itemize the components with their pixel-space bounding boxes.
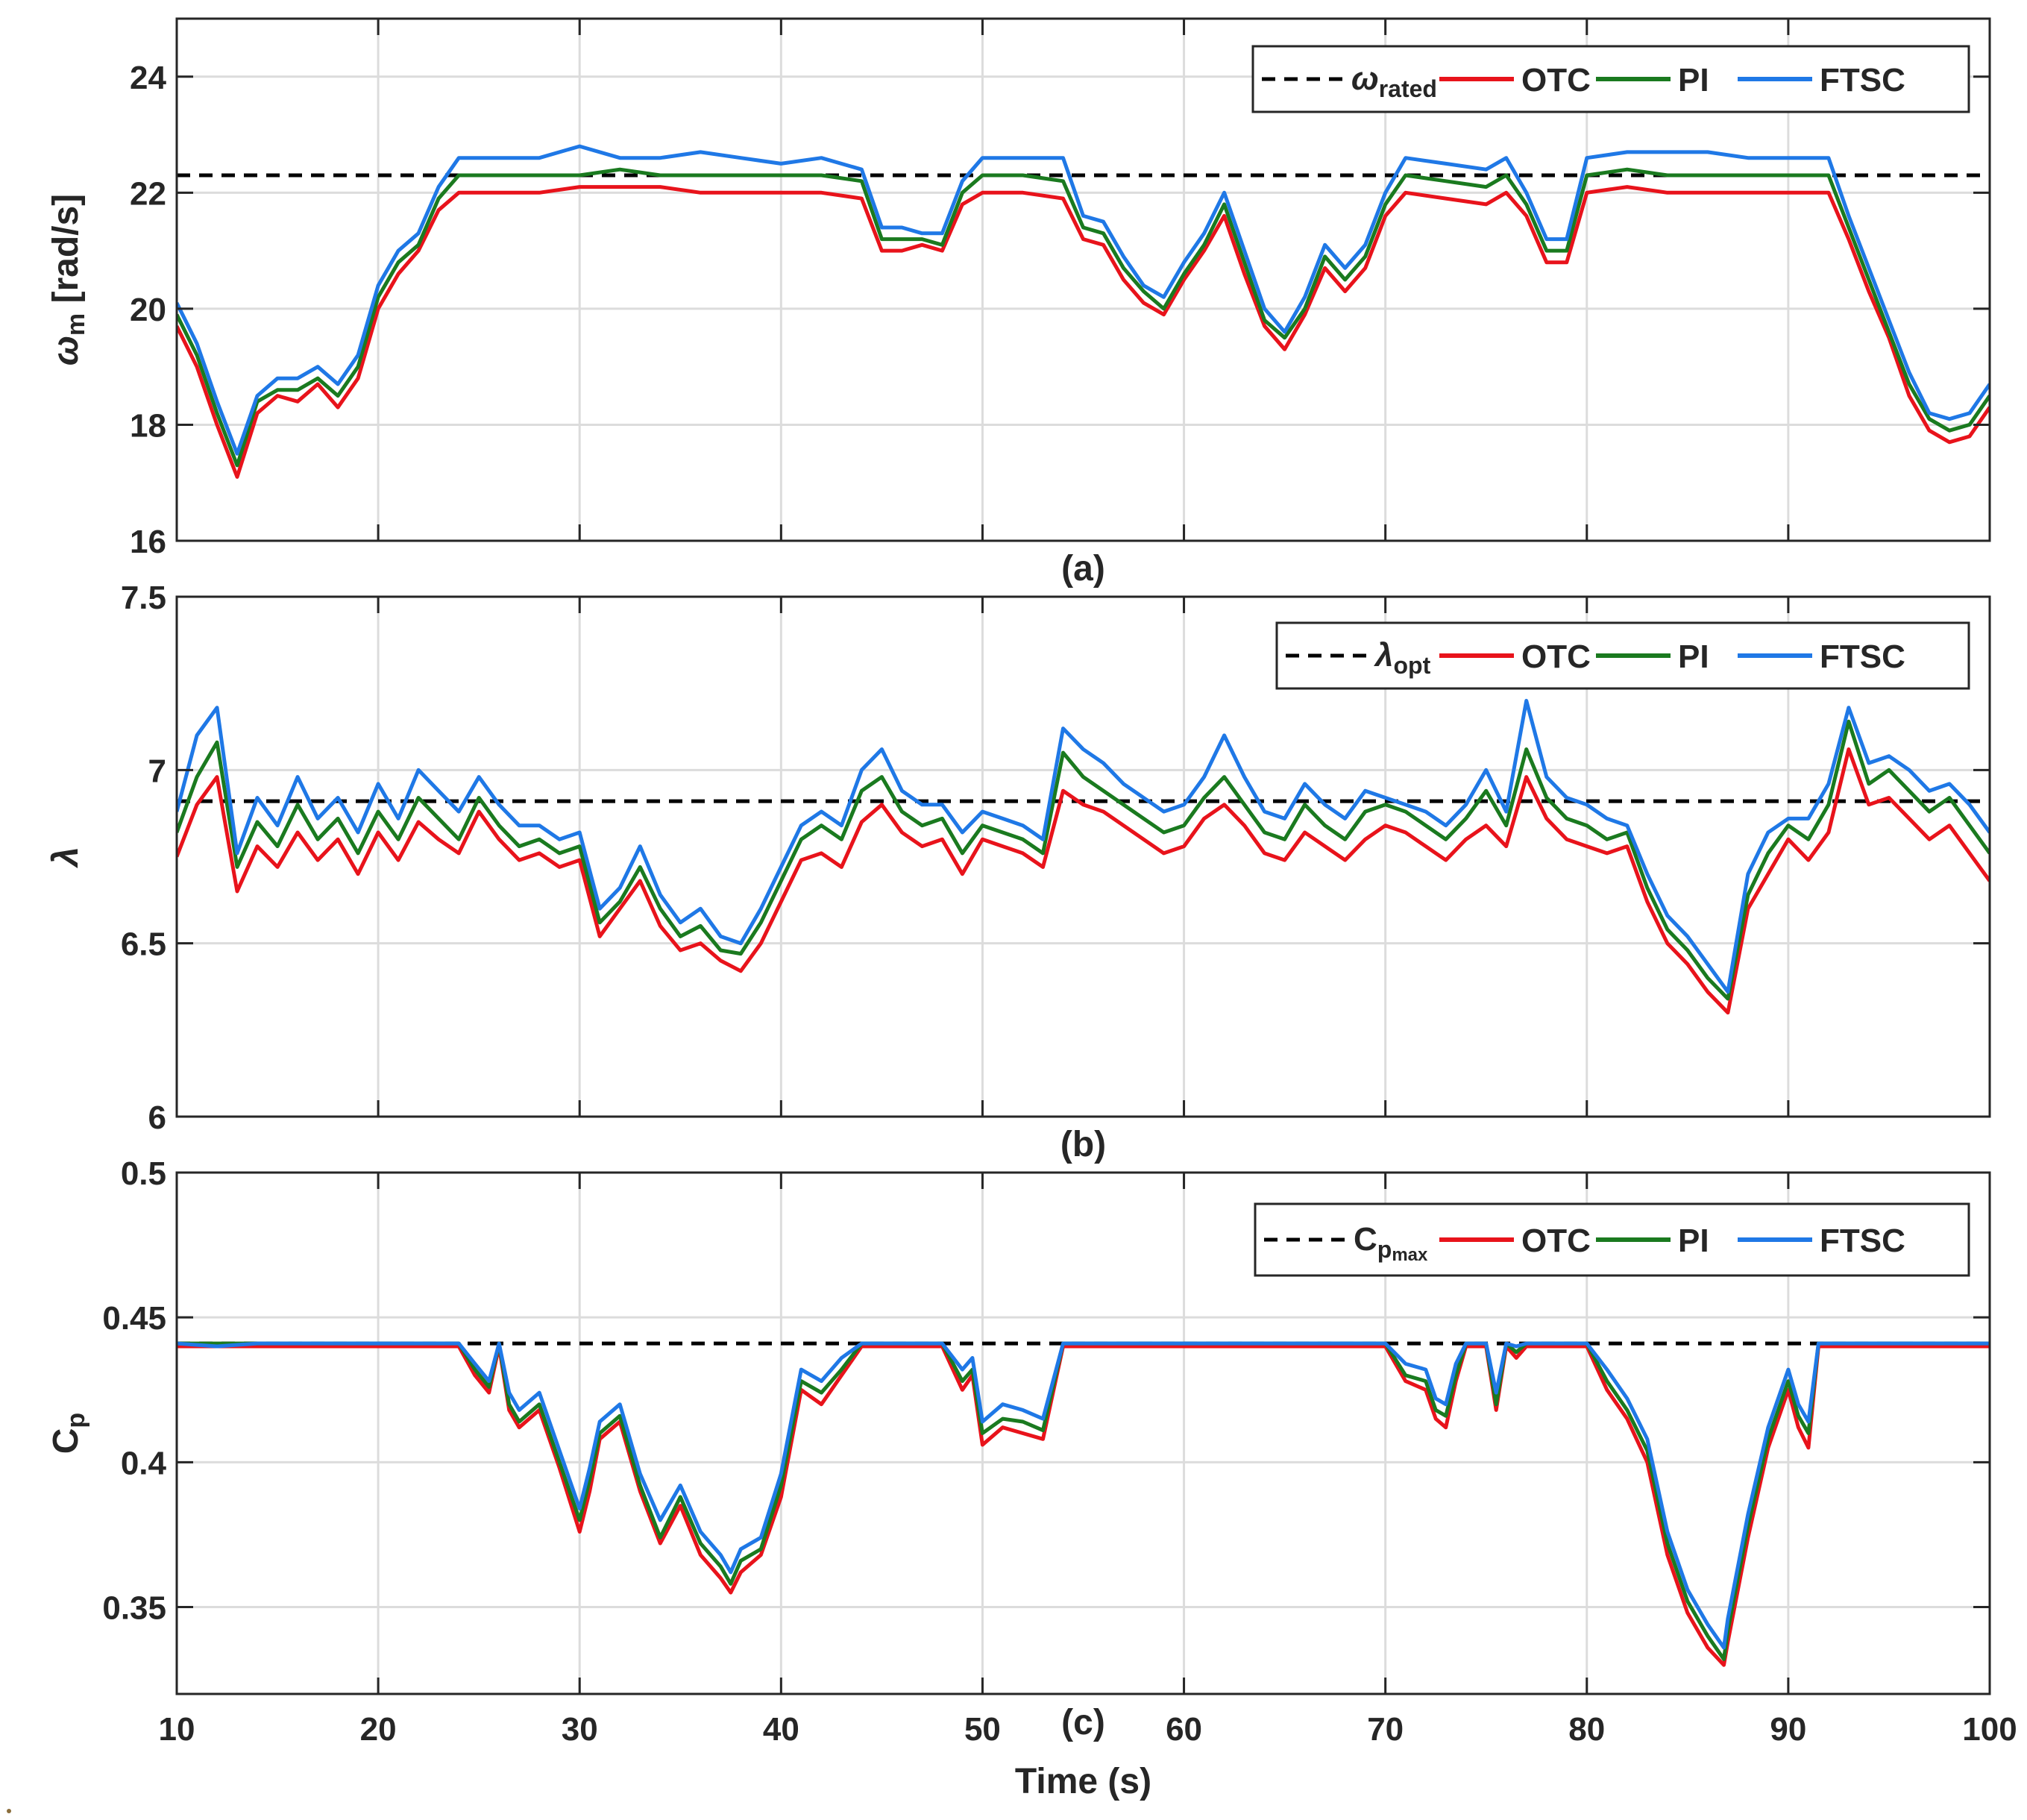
legend-label-ftsc: FTSC (1820, 638, 1905, 675)
series-line-pi (177, 1341, 1990, 1661)
x-tick-label: 30 (562, 1711, 598, 1748)
legend-label-pi: PI (1678, 62, 1709, 98)
y-axis-label-sub: p (62, 1413, 90, 1428)
x-tick-label: 50 (964, 1711, 1001, 1748)
y-axis-label-symbol: ω (46, 336, 86, 365)
legend-reference-symbol: C (1354, 1221, 1377, 1258)
panel-c: 0.35 0.4 0.45 0.5 10 20 30 40 50 60 70 80 90 100 Time … (46, 1155, 2017, 1801)
legend: λopt OTC PI FTSC (1275, 621, 1970, 690)
corner-dot (7, 1809, 11, 1813)
legend-label-otc: OTC (1521, 62, 1591, 98)
legend-box (1251, 45, 1970, 113)
x-tick-label: 40 (763, 1711, 799, 1748)
y-tick-label: 0.45 (102, 1300, 166, 1337)
y-tick-label: 0.4 (121, 1445, 167, 1481)
legend-label-ftsc: FTSC (1820, 62, 1905, 98)
y-axis-label: λ (46, 847, 86, 869)
panel-label: (a) (1061, 549, 1105, 589)
legend-label-reference: ωrated (1351, 60, 1437, 102)
axes-box (175, 17, 1991, 542)
x-tick-label: 90 (1770, 1711, 1806, 1748)
y-axis-label: ωm [rad/s] (46, 194, 90, 365)
x-axis-label: Time (s) (1015, 1762, 1151, 1801)
series-line-pi (177, 719, 1990, 1001)
legend-reference-sub: opt (1393, 652, 1430, 679)
panel-label: (c) (1061, 1703, 1105, 1742)
y-tick-label: 0.35 (102, 1590, 166, 1627)
series-line-otc (177, 185, 1990, 479)
x-tick-label: 60 (1166, 1711, 1202, 1748)
legend-label-otc: OTC (1521, 638, 1591, 675)
y-tick-label: 18 (130, 407, 166, 444)
y-tick-label: 7 (148, 753, 166, 789)
y-tick-label: 22 (130, 175, 166, 212)
legend-label-ftsc: FTSC (1820, 1223, 1905, 1259)
y-axis-label: Cp (46, 1413, 90, 1454)
panel-label: (b) (1060, 1125, 1106, 1164)
legend: ωrated OTC PI FTSC (1251, 45, 1970, 113)
y-axis-label-symbol: λ (46, 847, 86, 869)
axes-box (175, 1171, 1991, 1695)
legend-reference-sub: rated (1379, 75, 1437, 102)
legend: Cpmax OTC PI FTSC (1254, 1202, 1970, 1277)
y-tick-label: 16 (130, 524, 166, 560)
series-line-ftsc (177, 698, 1990, 994)
legend-reference-symbol: ω (1351, 60, 1379, 97)
x-tick-label: 10 (159, 1711, 195, 1748)
y-tick-label: 20 (130, 292, 166, 328)
series-line-ftsc (177, 144, 1990, 456)
legend-label-otc: OTC (1521, 1223, 1591, 1259)
legend-reference-subsub: max (1392, 1245, 1428, 1265)
x-tick-label: 100 (1962, 1711, 2017, 1748)
y-axis-label-sub: m (62, 313, 90, 336)
legend-label-pi: PI (1678, 638, 1709, 675)
y-axis-label-symbol: C (46, 1428, 86, 1455)
y-tick-label: 6 (148, 1099, 166, 1136)
legend-reference-symbol: λ (1374, 637, 1393, 674)
y-tick-label: 0.5 (121, 1155, 166, 1192)
x-tick-label: 80 (1568, 1711, 1605, 1748)
legend-label-reference: Cpmax (1354, 1221, 1428, 1265)
series-line-pi (177, 167, 1990, 468)
y-tick-label: 6.5 (121, 926, 166, 963)
y-tick-label: 7.5 (121, 580, 166, 616)
y-tick-label: 24 (130, 60, 166, 96)
series-line-ftsc (177, 1341, 1990, 1650)
legend-label-reference: λopt (1374, 637, 1431, 679)
x-tick-label: 20 (360, 1711, 397, 1748)
series-line-otc (177, 1344, 1990, 1667)
legend-reference-sub: p (1377, 1236, 1392, 1263)
series-line-otc (177, 747, 1990, 1015)
legend-label-pi: PI (1678, 1223, 1709, 1259)
axes-box (175, 595, 1991, 1118)
y-axis-label-unit: [rad/s] (46, 194, 86, 313)
x-tick-label: 70 (1367, 1711, 1404, 1748)
